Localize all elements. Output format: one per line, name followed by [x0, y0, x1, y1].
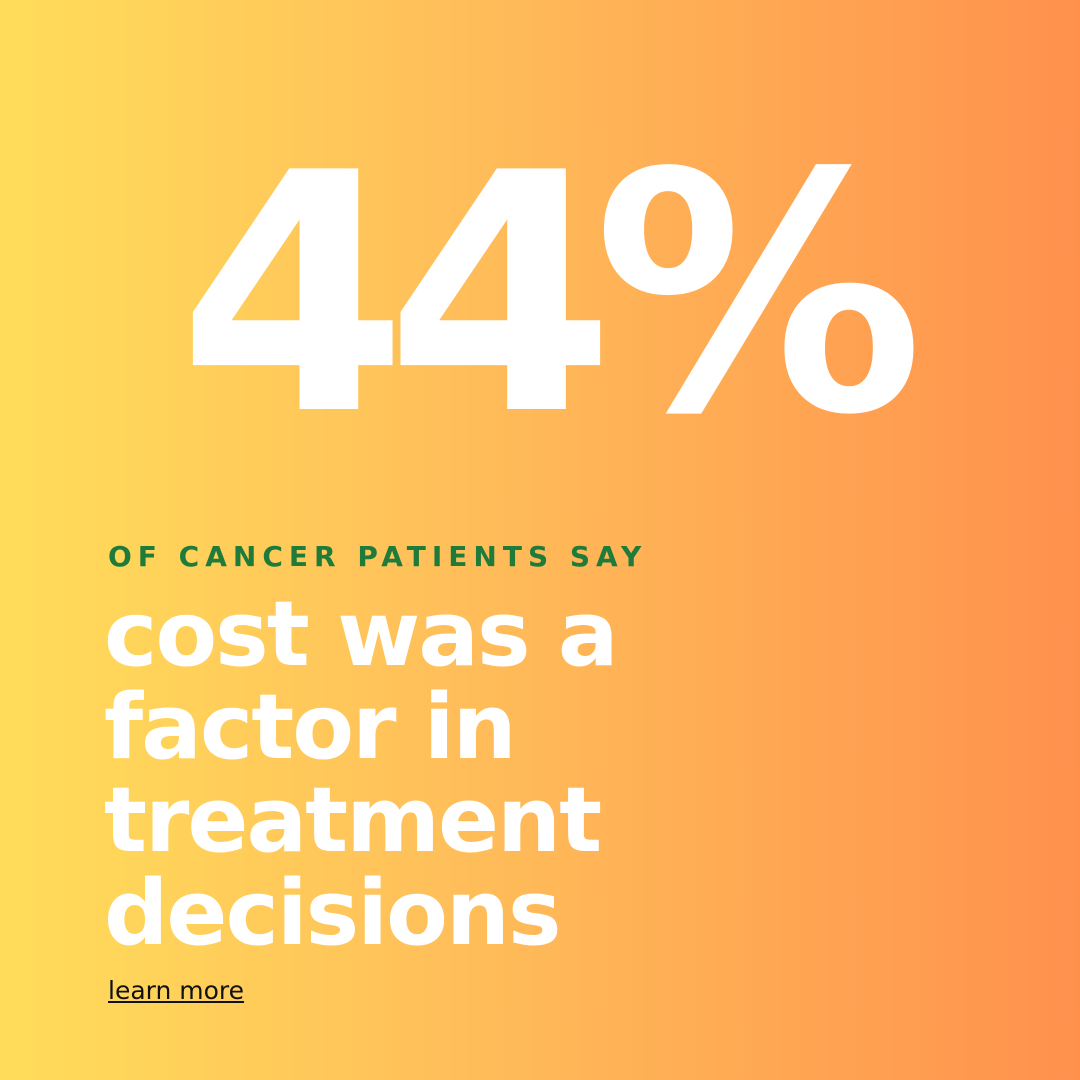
stat-number: 44%	[178, 103, 924, 487]
headline: cost was a factor in treatment decisions	[104, 582, 619, 966]
learn-more-link[interactable]: learn more	[108, 976, 245, 1005]
headline-line: treatment	[104, 768, 602, 873]
headline-line: factor in	[104, 675, 517, 780]
headline-line: decisions	[104, 861, 562, 966]
headline-line: cost was a	[104, 582, 619, 687]
subtitle: OF CANCER PATIENTS SAY	[108, 540, 648, 573]
